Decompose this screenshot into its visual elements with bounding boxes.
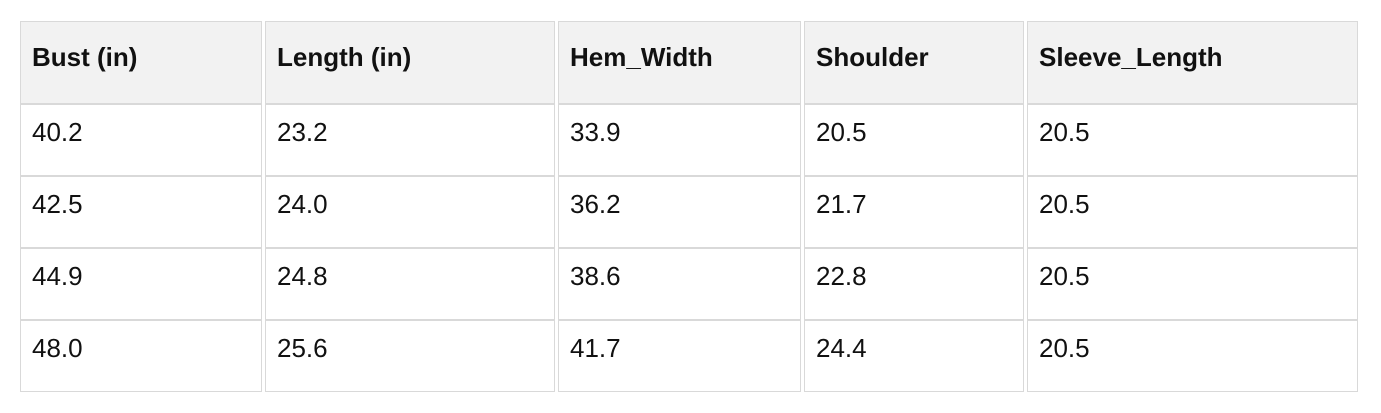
table-row: 40.2 23.2 33.9 20.5 20.5 — [20, 104, 1358, 176]
table-row: 48.0 25.6 41.7 24.4 20.5 — [20, 320, 1358, 392]
table-cell: 23.2 — [265, 104, 555, 176]
table-cell: 48.0 — [20, 320, 262, 392]
table-cell: 38.6 — [558, 248, 801, 320]
table-cell: 33.9 — [558, 104, 801, 176]
table-cell: 41.7 — [558, 320, 801, 392]
table-cell: 22.8 — [804, 248, 1024, 320]
header-row: Bust (in) Length (in) Hem_Width Shoulder Sle… — [20, 21, 1358, 104]
column-header: Hem_Width — [558, 21, 801, 104]
column-header: Sleeve_Length — [1027, 21, 1358, 104]
table-cell: 20.5 — [1027, 320, 1358, 392]
table-cell: 25.6 — [265, 320, 555, 392]
column-header: Length (in) — [265, 21, 555, 104]
table-cell: 24.8 — [265, 248, 555, 320]
table-cell: 20.5 — [1027, 176, 1358, 248]
table-row: 44.9 24.8 38.6 22.8 20.5 — [20, 248, 1358, 320]
table-cell: 24.4 — [804, 320, 1024, 392]
table-cell: 20.5 — [1027, 248, 1358, 320]
table-body: 40.2 23.2 33.9 20.5 20.5 42.5 24.0 36.2 21.7 20.5… — [20, 104, 1358, 392]
table-cell: 36.2 — [558, 176, 801, 248]
measurements-table: Bust (in) Length (in) Hem_Width Shoulder Sle… — [17, 21, 1361, 392]
table-cell: 44.9 — [20, 248, 262, 320]
table-cell: 24.0 — [265, 176, 555, 248]
table-header: Bust (in) Length (in) Hem_Width Shoulder Sle… — [20, 21, 1358, 104]
column-header: Bust (in) — [20, 21, 262, 104]
table-cell: 20.5 — [804, 104, 1024, 176]
table-row: 42.5 24.0 36.2 21.7 20.5 — [20, 176, 1358, 248]
table-cell: 20.5 — [1027, 104, 1358, 176]
table-cell: 21.7 — [804, 176, 1024, 248]
column-header: Shoulder — [804, 21, 1024, 104]
table-cell: 40.2 — [20, 104, 262, 176]
table-cell: 42.5 — [20, 176, 262, 248]
